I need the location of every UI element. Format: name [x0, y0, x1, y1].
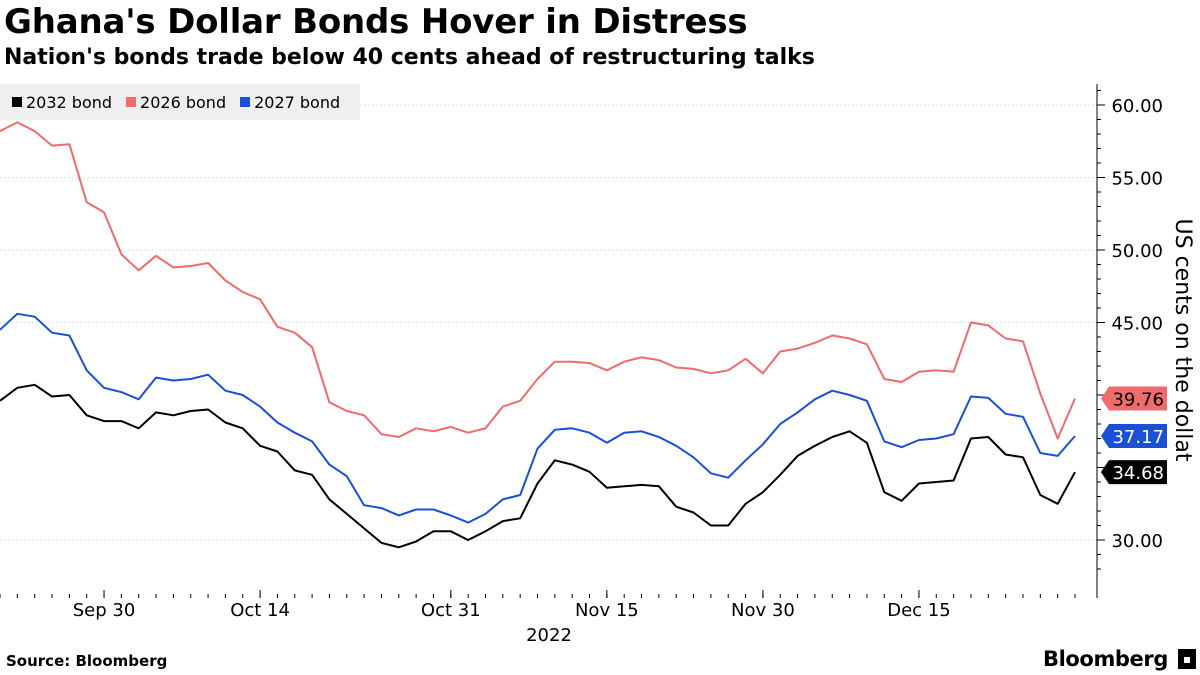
- bloomberg-logo: Bloomberg: [1042, 647, 1168, 671]
- end-value-label-2026-bond: 39.76: [1112, 389, 1164, 410]
- legend: 2032 bond 2026 bond 2027 bond: [0, 84, 360, 120]
- source-note: Source: Bloomberg: [6, 652, 168, 670]
- bloomberg-logo-icon: ▪: [1178, 649, 1196, 669]
- y-tick-label-50.00: 50.00: [1111, 241, 1163, 262]
- y-axis: 30.00 45.00 50.00 55.00 60.00: [1096, 84, 1163, 598]
- y-tick-label-55.00: 55.00: [1111, 169, 1163, 190]
- end-value-labels: 34.68 39.76 37.17: [1101, 386, 1167, 485]
- legend-item-2026: 2026 bond: [126, 93, 226, 112]
- y-axis-label: US cents on the dollat: [1170, 219, 1195, 462]
- series-line-2026-bond: [0, 121, 1076, 440]
- x-tick-label-4: Nov 30: [731, 600, 795, 621]
- x-axis-year-label: 2022: [526, 625, 572, 646]
- legend-swatch-2032: [12, 97, 22, 107]
- x-axis: Sep 30 Oct 14 Oct 31 Nov 15 Nov 30 Dec 15: [0, 590, 1076, 621]
- x-tick-label-1: Oct 14: [230, 600, 290, 621]
- gridlines: [0, 104, 1097, 541]
- end-tag-2027-bond: [1101, 424, 1167, 449]
- end-value-label-2032-bond: 34.68: [1112, 463, 1164, 484]
- legend-item-2027: 2027 bond: [240, 93, 340, 112]
- x-tick-label-2: Oct 31: [421, 600, 481, 621]
- y-tick-label-45.00: 45.00: [1111, 314, 1163, 335]
- legend-swatch-2027: [240, 97, 251, 107]
- legend-item-2032: 2032 bond: [12, 93, 112, 112]
- end-tag-2026-bond: [1101, 386, 1167, 411]
- legend-label-2032: 2032 bond: [26, 92, 113, 112]
- end-tag-2032-bond: [1101, 460, 1167, 485]
- x-tick-label-0: Sep 30: [73, 600, 136, 621]
- x-tick-label-3: Nov 15: [575, 600, 639, 621]
- x-tick-label-5: Dec 15: [887, 600, 950, 621]
- legend-label-2026: 2026 bond: [140, 92, 227, 112]
- series-line-2027-bond: [0, 312, 1076, 524]
- end-value-label-2027-bond: 37.17: [1112, 427, 1164, 448]
- y-tick-label-30.00: 30.00: [1111, 531, 1163, 552]
- series-line-2032-bond: [0, 383, 1076, 549]
- chart-subtitle: Nation's bonds trade below 40 cents ahea…: [4, 45, 815, 70]
- legend-label-2027: 2027 bond: [254, 92, 341, 112]
- legend-swatch-2026: [126, 97, 137, 107]
- y-tick-label-60.00: 60.00: [1111, 96, 1163, 117]
- chart-title: Ghana's Dollar Bonds Hover in Distress: [4, 2, 748, 42]
- series-lines: [0, 121, 1076, 549]
